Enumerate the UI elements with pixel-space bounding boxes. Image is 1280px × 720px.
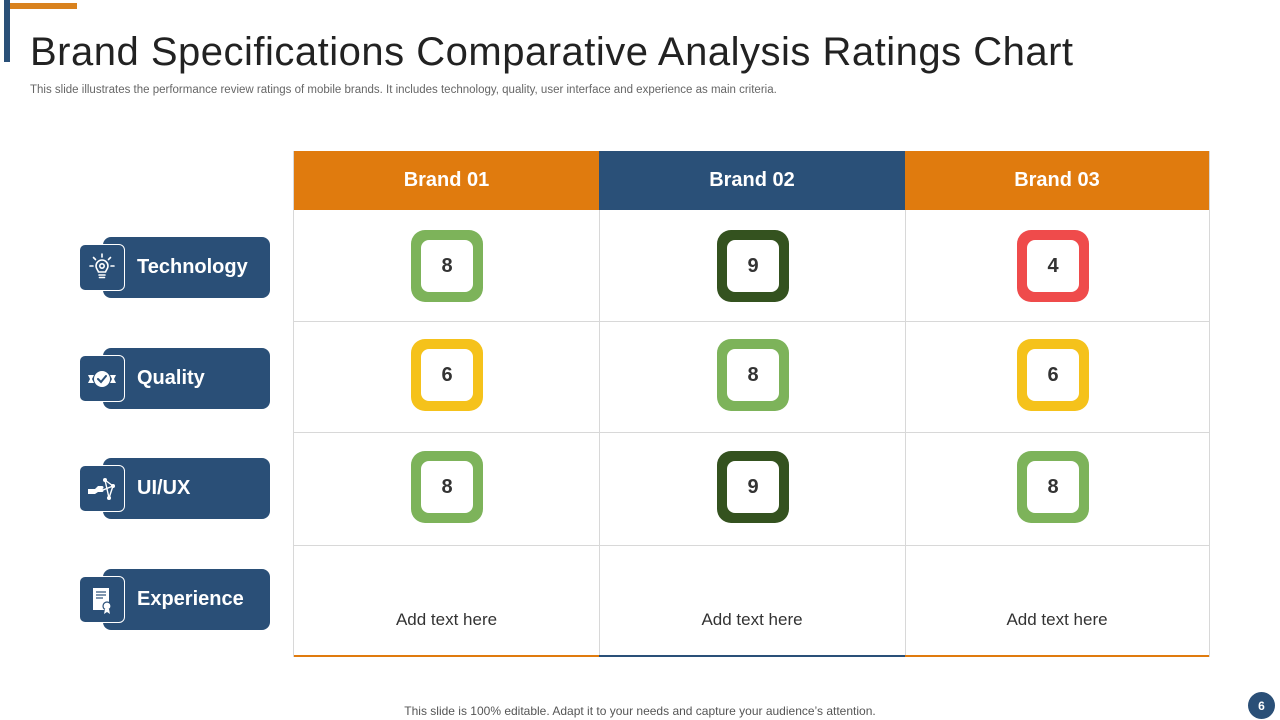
- experience-text: Add text here: [701, 610, 803, 629]
- criterion-label: Experience: [137, 588, 244, 610]
- row-divider: [294, 545, 1209, 546]
- brand-header-03: Brand 03: [905, 151, 1209, 210]
- brand-header-01: Brand 01: [294, 151, 599, 210]
- criterion-label: Quality: [137, 367, 205, 389]
- table-bottom-border: [294, 655, 599, 657]
- criterion-pill: [103, 458, 270, 519]
- rating-value: 8: [421, 461, 473, 513]
- criterion-label: Technology: [137, 256, 248, 278]
- experience-text: Add text here: [395, 610, 498, 629]
- rating-value: 6: [1027, 349, 1079, 401]
- rating-value: 8: [727, 349, 779, 401]
- experience-text: Add text here: [1006, 610, 1108, 629]
- ratings-table: Brand 01 Brand 02 Brand 03 8 9 4 6 8 6 8…: [293, 151, 1210, 657]
- rating-value: 4: [1027, 240, 1079, 292]
- rating-value: 6: [421, 349, 473, 401]
- criterion-quality: Quality: [79, 348, 270, 409]
- quality-badge-icon: [79, 355, 125, 402]
- criterion-pill: [103, 569, 270, 630]
- page-title: Brand Specifications Comparative Analysi…: [30, 30, 1074, 74]
- touch-network-icon: [79, 465, 125, 512]
- rating-badge: 9: [717, 230, 789, 302]
- rating-value: 8: [421, 240, 473, 292]
- rating-badge: 9: [717, 451, 789, 523]
- page-subtitle: This slide illustrates the performance r…: [30, 84, 777, 96]
- rating-badge: 6: [411, 339, 483, 411]
- criterion-technology: Technology: [79, 237, 270, 298]
- rating-badge: 4: [1017, 230, 1089, 302]
- title-accent-bar-horizontal: [10, 3, 77, 9]
- criterion-pill: [103, 237, 270, 298]
- table-bottom-border: [905, 655, 1209, 657]
- criterion-experience: Experience: [79, 569, 270, 630]
- rating-value: 9: [727, 461, 779, 513]
- rating-badge: 8: [411, 230, 483, 302]
- rating-badge: 8: [1017, 451, 1089, 523]
- title-accent-bar-vertical: [4, 0, 10, 62]
- rating-badge: 8: [717, 339, 789, 411]
- column-divider: [599, 210, 600, 657]
- row-divider: [294, 321, 1209, 322]
- brand-header-02: Brand 02: [599, 151, 905, 210]
- footer-note: This slide is 100% editable. Adapt it to…: [404, 704, 876, 718]
- criterion-uiux: UI/UX: [79, 458, 270, 519]
- rating-value: 8: [1027, 461, 1079, 513]
- certificate-icon: [79, 576, 125, 623]
- criterion-label: UI/UX: [137, 477, 191, 499]
- rating-badge: 6: [1017, 339, 1089, 411]
- lightbulb-gear-icon: [79, 244, 125, 291]
- criterion-pill: [103, 348, 270, 409]
- rating-value: 9: [727, 240, 779, 292]
- rating-badge: 8: [411, 451, 483, 523]
- row-divider: [294, 432, 1209, 433]
- page-number: 6: [1248, 692, 1275, 719]
- table-bottom-border: [599, 655, 905, 657]
- column-divider: [905, 210, 906, 657]
